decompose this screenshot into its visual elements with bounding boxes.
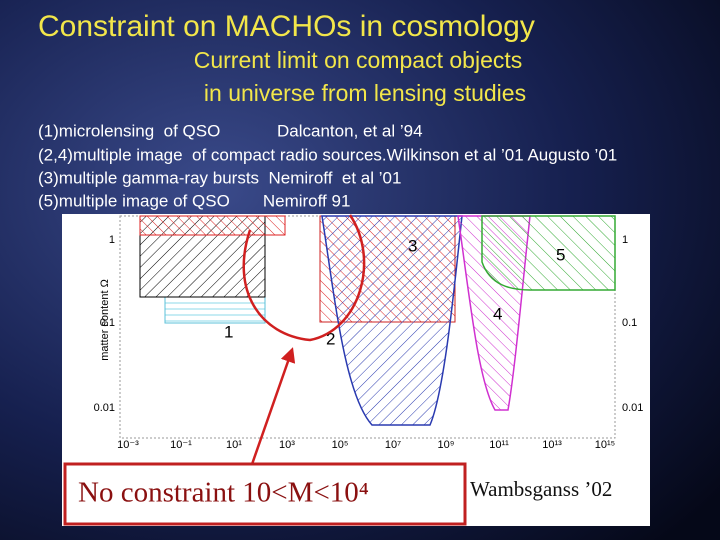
region-5 [481,215,616,291]
x-tick-label: 10⁻¹ [170,439,192,451]
x-tick-label: 10¹³ [542,439,562,451]
figure: 3 5 4 1 2 1 0.1 0.01 1 0.1 0.01 matter c… [62,214,650,526]
x-tick-label: 10⁵ [332,439,349,451]
reference: (3)multiple gamma-ray bursts Nemiroff et… [38,168,401,187]
credit: Wambsganss ’02 [470,477,612,501]
y-tick-label: 1 [622,234,628,246]
y-axis-label: matter content Ω [99,279,111,361]
x-tick-label: 10¹ [226,439,242,451]
plot-frame [119,215,616,439]
region-label: 2 [326,329,335,348]
x-tick-label: 10⁻³ [117,439,139,451]
subtitle: in universe from lensing studies [204,80,526,106]
caption: No constraint 10<M<10⁴ [78,477,369,509]
arc-arrow [242,214,366,342]
reference: (1)microlensing of QSO Dalcanton, et al … [38,121,423,140]
region-label: 5 [556,245,565,264]
y-tick-label: 1 [109,234,115,246]
region-label: 1 [224,322,233,341]
x-tick-label: 10¹¹ [489,439,509,451]
x-tick-label: 10⁷ [385,439,401,451]
reference: (5)multiple image of QSO Nemiroff 91 [38,191,350,210]
arrow [248,347,296,471]
y-tick-label: 0.01 [622,402,643,414]
reference: (2,4)multiple image of compact radio sou… [38,145,617,164]
x-ticks: 10⁻³ 10⁻¹ 10¹ 10³ 10⁵ 10⁷ 10⁹ 10¹¹ 10¹³ 10¹⁵ [117,439,615,451]
region-label: 4 [493,304,502,323]
region-label: 3 [408,236,417,255]
y-tick-label: 0.01 [94,402,115,414]
y-tick-label: 0.1 [622,317,637,329]
caption-box [63,462,467,526]
title: Constraint on MACHOs in cosmology [38,10,535,43]
region-1-cyan [164,296,266,324]
x-tick-label: 10¹⁵ [595,439,615,451]
subtitle: Current limit on compact objects [194,47,523,73]
x-tick-label: 10⁹ [438,439,455,451]
region-2 [321,215,463,426]
x-tick-label: 10³ [279,439,295,451]
y-tick-label: 0.1 [100,317,115,329]
region-1-red [139,215,286,236]
